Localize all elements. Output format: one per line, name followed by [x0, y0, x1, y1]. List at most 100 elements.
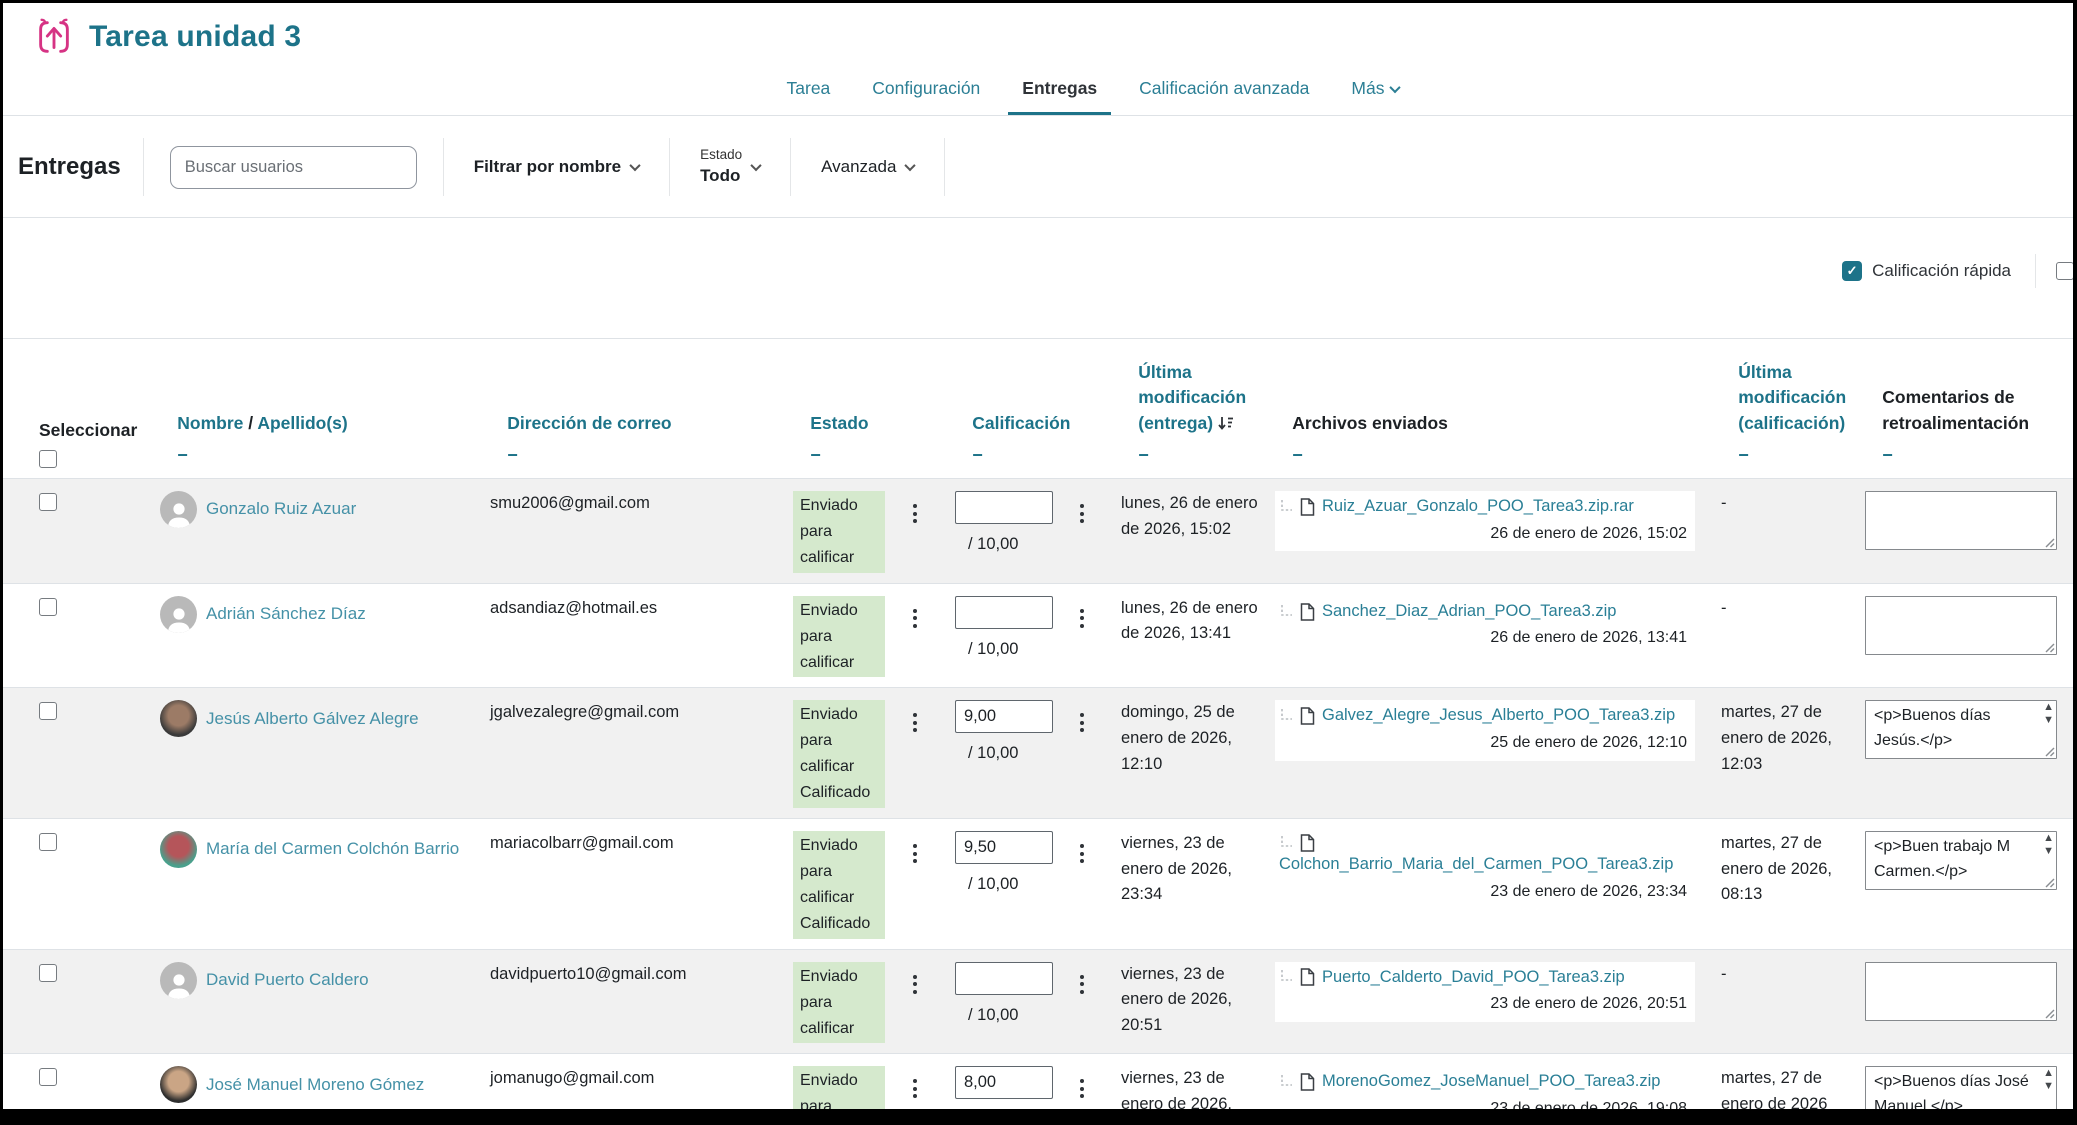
- secondary-checkbox[interactable]: [2056, 262, 2073, 280]
- grade-input[interactable]: [955, 961, 1053, 995]
- sort-status-link[interactable]: Estado: [810, 412, 869, 433]
- row-select-checkbox[interactable]: [39, 597, 57, 616]
- kebab-menu-icon[interactable]: [1075, 1073, 1089, 1104]
- section-heading: Entregas: [18, 153, 121, 180]
- feedback-textarea[interactable]: <p>Buenos días José Manuel.</p> ▲ ▼: [1865, 1066, 2057, 1123]
- file-icon: [1300, 968, 1315, 987]
- feedback-textarea[interactable]: <p>Buen trabajo M Carmen.</p> ▲ ▼: [1865, 831, 2057, 891]
- row-select-checkbox[interactable]: [39, 963, 57, 982]
- sort-submission-link[interactable]: Última modificación (entrega): [1138, 361, 1247, 433]
- scrollbar[interactable]: ▲ ▼: [2043, 833, 2054, 857]
- status-dropdown[interactable]: Estado Todo: [670, 146, 790, 187]
- kebab-menu-icon[interactable]: [1075, 707, 1089, 738]
- select-all-checkbox[interactable]: [39, 450, 57, 468]
- feedback-textarea[interactable]: ▲▼: [1865, 961, 2057, 1021]
- sort-email-link[interactable]: Dirección de correo: [507, 412, 672, 433]
- collapse-column-link[interactable]: −: [1738, 444, 1749, 465]
- collapse-column-link[interactable]: −: [177, 444, 188, 465]
- scrollbar[interactable]: ▲ ▼: [2043, 702, 2054, 726]
- collapse-column-link[interactable]: −: [810, 444, 821, 465]
- collapse-column-link[interactable]: −: [507, 444, 518, 465]
- file-link[interactable]: MorenoGomez_JoseManuel_POO_Tarea3.zip: [1322, 1072, 1661, 1091]
- tab-m-s[interactable]: Más: [1337, 66, 1413, 115]
- kebab-menu-icon[interactable]: [1075, 498, 1089, 529]
- resize-handle-icon[interactable]: [2044, 746, 2055, 757]
- row-select-checkbox[interactable]: [39, 702, 57, 721]
- feedback-textarea[interactable]: ▲▼: [1865, 595, 2057, 655]
- feedback-textarea[interactable]: <p>Buenos días Jesús.</p> ▲ ▼: [1865, 700, 2057, 760]
- advanced-dropdown[interactable]: Avanzada: [791, 157, 944, 177]
- submission-date: viernes, 23 de enero de 2026, 23:34: [1121, 834, 1233, 904]
- kebab-menu-icon[interactable]: [908, 838, 922, 869]
- scrollbar[interactable]: ▲ ▼: [2043, 1068, 2054, 1092]
- page-header: Tarea unidad 3: [3, 3, 2073, 58]
- student-name-link[interactable]: Gonzalo Ruiz Azuar: [206, 499, 357, 519]
- feedback-textarea[interactable]: ▲▼: [1865, 491, 2057, 550]
- student-name-link[interactable]: David Puerto Caldero: [206, 970, 369, 990]
- kebab-menu-icon[interactable]: [1075, 969, 1089, 1000]
- table-row: Jesús Alberto Gálvez Alegre jgalvezalegr…: [3, 688, 2073, 820]
- kebab-menu-icon[interactable]: [908, 969, 922, 1000]
- sort-grade-date-link[interactable]: Última modificación (calificación): [1738, 361, 1847, 433]
- submitted-file-cell: Ruiz_Azuar_Gonzalo_POO_Tarea3.zip.rar 26…: [1275, 491, 1695, 552]
- chevron-down-icon: [1389, 81, 1402, 93]
- collapse-column-link[interactable]: −: [1882, 444, 1893, 465]
- file-date: 25 de enero de 2026, 12:10: [1490, 734, 1687, 751]
- row-select-checkbox[interactable]: [39, 833, 57, 852]
- tree-branch-icon: [1281, 709, 1292, 721]
- collapse-column-link[interactable]: −: [972, 444, 983, 465]
- filter-by-name-dropdown[interactable]: Filtrar por nombre: [444, 157, 669, 177]
- resize-handle-icon[interactable]: [2044, 642, 2055, 653]
- grade-input[interactable]: [955, 595, 1053, 629]
- tab-configuraci-n[interactable]: Configuración: [872, 78, 981, 98]
- student-name-link[interactable]: Jesús Alberto Gálvez Alegre: [206, 708, 419, 728]
- tab-calificaci-n-avanzada[interactable]: Calificación avanzada: [1139, 78, 1310, 98]
- scroll-up-icon: ▲: [2043, 832, 2054, 845]
- file-link[interactable]: Galvez_Alegre_Jesus_Alberto_POO_Tarea3.z…: [1322, 706, 1676, 725]
- sort-last-name-link[interactable]: Apellido(s): [257, 412, 348, 433]
- grade-date: -: [1721, 964, 1727, 983]
- resize-handle-icon[interactable]: [2044, 537, 2055, 548]
- file-link[interactable]: Puerto_Calderto_David_POO_Tarea3.zip: [1322, 967, 1625, 986]
- table-row: María del Carmen Colchón Barrio mariacol…: [3, 819, 2073, 950]
- student-email: adsandiaz@hotmail.es: [490, 598, 658, 617]
- search-input[interactable]: [169, 145, 417, 189]
- quick-grading-checkbox[interactable]: ✓: [1842, 261, 1863, 281]
- file-link[interactable]: Ruiz_Azuar_Gonzalo_POO_Tarea3.zip.rar: [1322, 497, 1634, 515]
- table-row: Gonzalo Ruiz Azuar smu2006@gmail.com Env…: [3, 479, 2073, 584]
- kebab-menu-icon[interactable]: [908, 707, 922, 738]
- file-link[interactable]: Colchon_Barrio_Maria_del_Carmen_POO_Tare…: [1279, 855, 1674, 874]
- resize-handle-icon[interactable]: [2044, 1008, 2055, 1019]
- student-name-link[interactable]: Adrián Sánchez Díaz: [206, 604, 366, 624]
- grade-input[interactable]: [955, 700, 1053, 734]
- quick-grading-label: Calificación rápida: [1872, 261, 2011, 280]
- header-status: Estado −: [810, 411, 972, 468]
- kebab-menu-icon[interactable]: [908, 498, 922, 529]
- resize-handle-icon[interactable]: [2044, 1112, 2055, 1123]
- sort-grade-link[interactable]: Calificación: [972, 412, 1071, 433]
- grade-out-of: / 10,00: [968, 639, 1019, 658]
- grade-input[interactable]: [955, 1066, 1053, 1100]
- tab-entregas[interactable]: Entregas: [1008, 66, 1112, 115]
- kebab-menu-icon[interactable]: [908, 603, 922, 634]
- status-badge: Enviado para calificar Calificado: [793, 1066, 885, 1109]
- file-icon: [1300, 602, 1315, 621]
- scroll-down-icon: ▼: [2043, 844, 2054, 857]
- grade-out-of: / 10,00: [968, 1005, 1019, 1024]
- student-name-link[interactable]: María del Carmen Colchón Barrio: [206, 839, 460, 859]
- kebab-menu-icon[interactable]: [908, 1073, 922, 1104]
- row-select-checkbox[interactable]: [39, 1068, 57, 1087]
- kebab-menu-icon[interactable]: [1075, 838, 1089, 869]
- file-link[interactable]: Sanchez_Diaz_Adrian_POO_Tarea3.zip: [1322, 601, 1617, 620]
- tab-tarea[interactable]: Tarea: [786, 78, 831, 98]
- collapse-column-link[interactable]: −: [1292, 444, 1303, 465]
- grade-input[interactable]: [955, 831, 1053, 865]
- divider: [142, 138, 144, 196]
- row-select-checkbox[interactable]: [39, 493, 57, 511]
- student-name-link[interactable]: José Manuel Moreno Gómez: [206, 1074, 425, 1094]
- sort-first-name-link[interactable]: Nombre: [177, 412, 244, 433]
- kebab-menu-icon[interactable]: [1075, 603, 1089, 634]
- grade-input[interactable]: [955, 491, 1053, 524]
- collapse-column-link[interactable]: −: [1138, 444, 1149, 465]
- resize-handle-icon[interactable]: [2044, 877, 2055, 888]
